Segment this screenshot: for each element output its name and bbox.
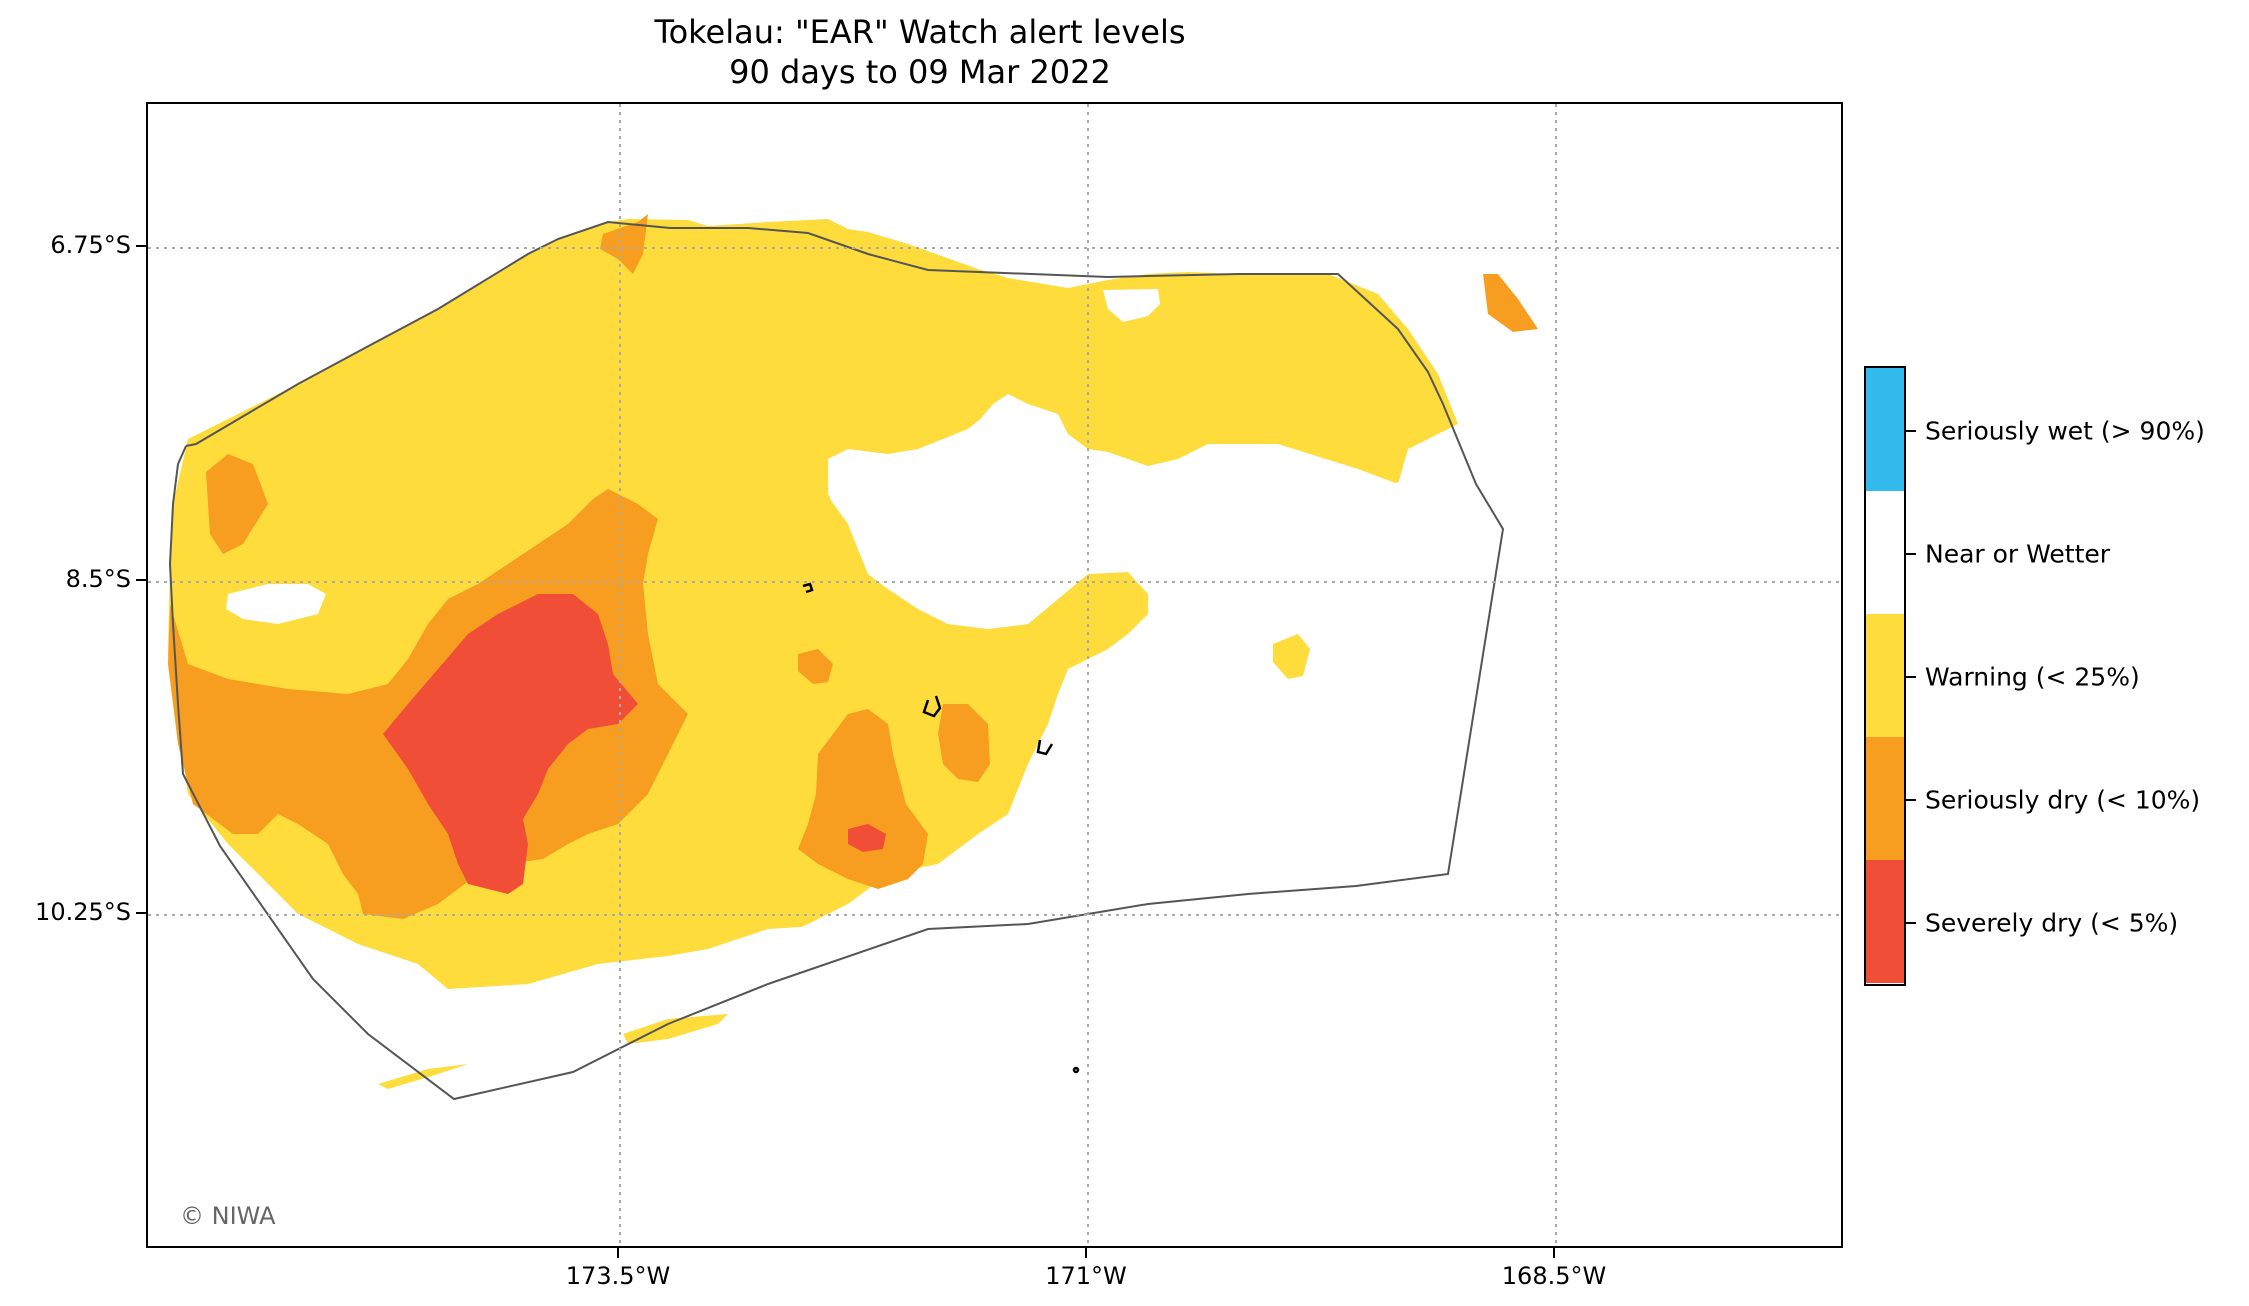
lat-label-2: 8.5°S	[65, 565, 131, 593]
seriously-dry-patch-northwest	[206, 454, 268, 554]
legend-tick-5	[1906, 922, 1916, 924]
lon-label-1: 173.5°W	[565, 1262, 671, 1290]
lon-label-3: 168.5°W	[1501, 1262, 1607, 1290]
legend-colorbar	[1864, 366, 1906, 986]
seriously-dry-patch-north	[600, 214, 648, 274]
map-title-line-1: Tokelau: "EAR" Watch alert levels	[654, 13, 1186, 51]
legend-label-warning: Warning (< 25%)	[1925, 662, 2140, 692]
legend-swatch-warning	[1866, 614, 1904, 737]
legend-label-severely-dry: Severely dry (< 5%)	[1925, 908, 2179, 938]
tick-lat-3	[136, 912, 146, 914]
legend-tick-3	[1906, 676, 1916, 678]
near-or-wetter-hole-north	[1103, 289, 1160, 322]
legend-label-near-or-wetter: Near or Wetter	[1925, 539, 2111, 569]
legend-tick-1	[1906, 430, 1916, 432]
atoll-atafu	[802, 582, 814, 594]
legend-label-seriously-dry: Seriously dry (< 10%)	[1925, 785, 2201, 815]
severely-dry-patch-south	[848, 824, 886, 852]
copyright-text: © NIWA	[180, 1202, 276, 1230]
severely-dry-region-main	[383, 594, 638, 894]
legend-tick-2	[1906, 553, 1916, 555]
lon-label-2: 171°W	[1045, 1262, 1127, 1290]
warning-patch-east	[1273, 634, 1310, 679]
atoll-swains	[1072, 1066, 1080, 1074]
tick-lon-2	[1085, 1248, 1087, 1258]
map-canvas	[148, 104, 1841, 1246]
tick-lon-3	[1553, 1248, 1555, 1258]
lat-label-3: 10.25°S	[35, 898, 131, 926]
near-or-wetter-south	[228, 844, 1008, 1094]
seriously-dry-patch-small	[798, 649, 833, 684]
legend-swatch-seriously-wet	[1866, 368, 1904, 491]
near-or-wetter-hole-west	[226, 584, 326, 624]
lat-label-1: 6.75°S	[50, 231, 131, 259]
map-panel[interactable]	[146, 102, 1843, 1248]
legend-label-seriously-wet: Seriously wet (> 90%)	[1925, 416, 2205, 446]
seriously-dry-region-south-central	[798, 709, 928, 889]
tick-lat-2	[136, 579, 146, 581]
legend-swatch-seriously-dry	[1866, 737, 1904, 860]
legend-swatch-near-or-wetter	[1866, 491, 1904, 614]
atoll-fakaofo	[1036, 739, 1054, 756]
near-or-wetter-hole-central	[828, 397, 1548, 924]
legend-tick-4	[1906, 799, 1916, 801]
seriously-dry-region-mid	[938, 704, 990, 782]
map-title-line-2: 90 days to 09 Mar 2022	[729, 53, 1111, 91]
warning-patch-south-1	[623, 1014, 728, 1044]
seriously-dry-patch-northeast	[1483, 274, 1538, 332]
atoll-nukunonu	[922, 695, 942, 718]
tokelau-boundary	[168, 220, 1505, 1101]
atoll-outlines	[802, 582, 1080, 1074]
tick-lon-1	[617, 1248, 619, 1258]
legend-swatch-severely-dry	[1866, 860, 1904, 983]
tick-lat-1	[136, 245, 146, 247]
gridlines	[148, 104, 1841, 1246]
